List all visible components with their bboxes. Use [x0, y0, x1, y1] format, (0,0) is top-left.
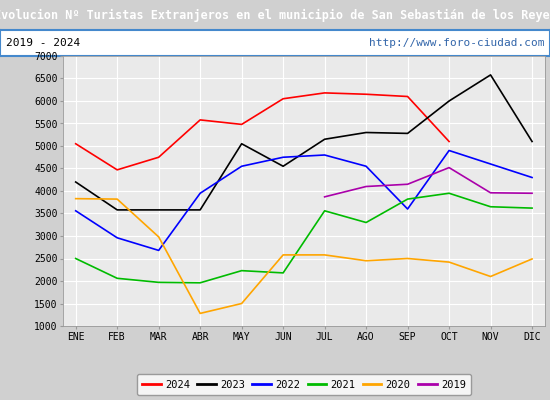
Legend: 2024, 2023, 2022, 2021, 2020, 2019: 2024, 2023, 2022, 2021, 2020, 2019 — [137, 374, 471, 395]
Text: Evolucion Nº Turistas Extranjeros en el municipio de San Sebastián de los Reyes: Evolucion Nº Turistas Extranjeros en el … — [0, 8, 550, 22]
Text: http://www.foro-ciudad.com: http://www.foro-ciudad.com — [369, 38, 544, 48]
Text: 2019 - 2024: 2019 - 2024 — [6, 38, 80, 48]
